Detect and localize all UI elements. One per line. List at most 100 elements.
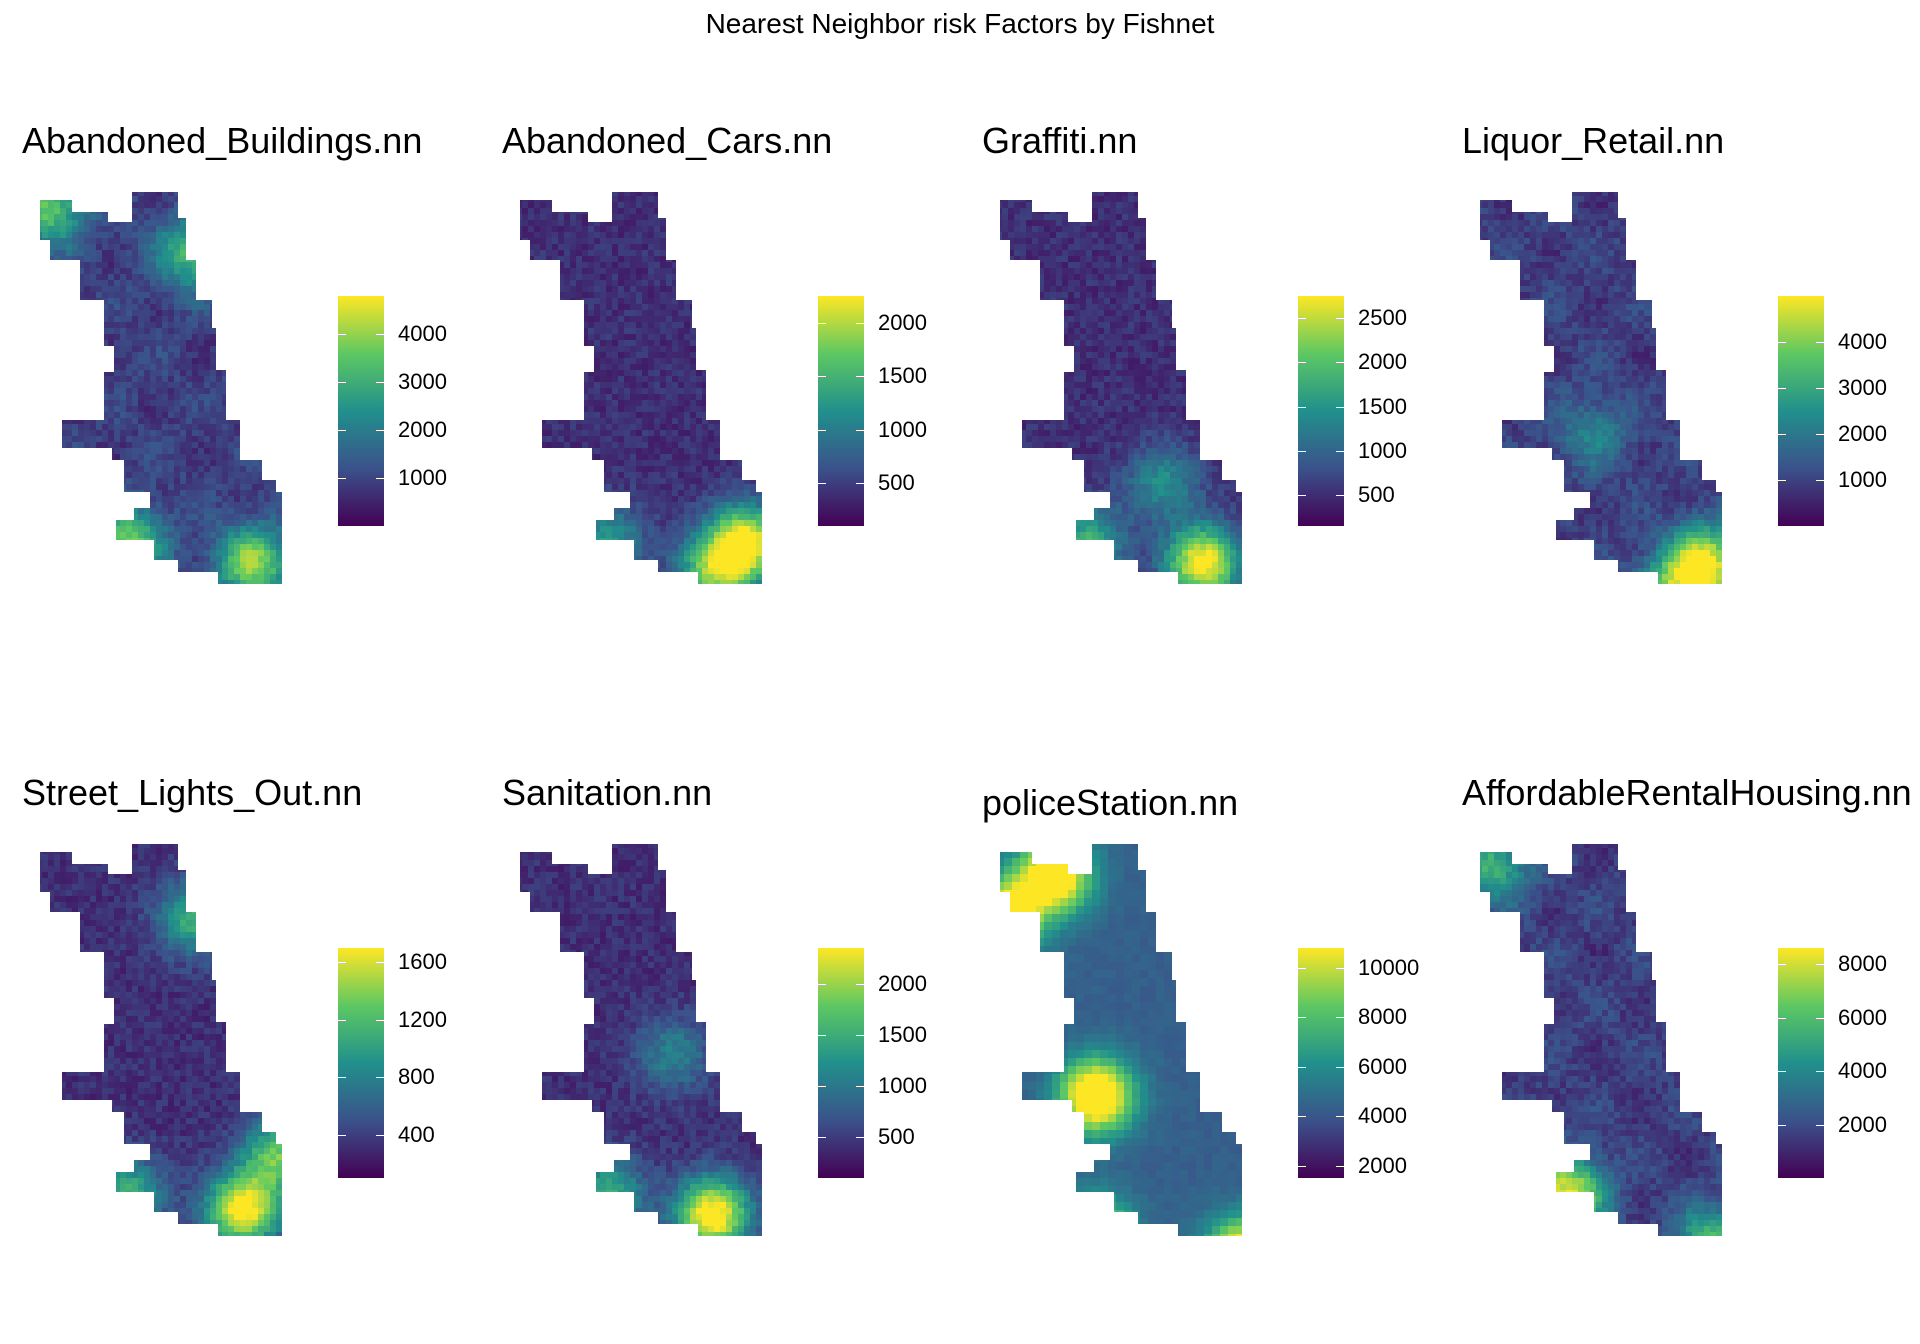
fishnet-map xyxy=(520,844,762,1236)
colorbar-tick xyxy=(1298,450,1306,452)
colorbar-tick xyxy=(1298,406,1306,408)
colorbar-tick xyxy=(1298,362,1306,364)
colorbar-tick xyxy=(1298,967,1306,969)
colorbar-tick-label: 6000 xyxy=(1838,1005,1887,1031)
colorbar-tick xyxy=(1336,967,1344,969)
colorbar-tick xyxy=(1816,342,1824,343)
colorbar-tick-label: 4000 xyxy=(1358,1103,1407,1129)
map-panel: policeStation.nn 2000 4000 6000 8000 10000 xyxy=(960,652,1440,1302)
colorbar-tick xyxy=(818,483,826,485)
colorbar-tick xyxy=(1778,388,1786,389)
panel-title: policeStation.nn xyxy=(982,782,1238,824)
colorbar-tick-label: 2000 xyxy=(1358,349,1407,375)
map-panel: Street_Lights_Out.nn 400 800 1200 1600 xyxy=(0,652,480,1302)
colorbar-tick xyxy=(338,1134,346,1136)
colorbar-tick xyxy=(338,1077,346,1079)
colorbar-tick xyxy=(1336,406,1344,408)
colorbar xyxy=(1778,948,1824,1178)
colorbar-tick xyxy=(1816,480,1824,481)
colorbar-tick xyxy=(856,1086,864,1087)
map-panel: Abandoned_Cars.nn 500 1000 1500 2000 xyxy=(480,0,960,650)
fishnet-map xyxy=(1000,844,1242,1236)
panel-title: Abandoned_Buildings.nn xyxy=(22,120,422,162)
colorbar-tick-label: 1000 xyxy=(1358,438,1407,464)
colorbar-tick xyxy=(338,1019,346,1021)
colorbar-tick-label: 1500 xyxy=(1358,394,1407,420)
fishnet-map xyxy=(520,192,762,584)
colorbar-tick-label: 2000 xyxy=(878,971,927,997)
colorbar-tick xyxy=(1336,495,1344,497)
colorbar-tick-label: 1000 xyxy=(1838,467,1887,493)
colorbar xyxy=(818,948,864,1178)
colorbar-tick xyxy=(1336,1165,1344,1167)
colorbar-tick xyxy=(338,962,346,964)
colorbar xyxy=(338,948,384,1178)
colorbar-tick xyxy=(1816,1124,1824,1126)
colorbar-tick-label: 6000 xyxy=(1358,1054,1407,1080)
colorbar xyxy=(1298,948,1344,1178)
colorbar-tick-label: 500 xyxy=(1358,482,1395,508)
colorbar-tick-label: 400 xyxy=(398,1122,435,1148)
fishnet-map xyxy=(1000,192,1242,584)
colorbar-tick xyxy=(1778,342,1786,343)
panel-title: AffordableRentalHousing.nn xyxy=(1462,772,1912,814)
panel-title: Liquor_Retail.nn xyxy=(1462,120,1724,162)
colorbar-tick-label: 4000 xyxy=(398,321,447,347)
colorbar-tick xyxy=(338,430,346,432)
colorbar-tick-label: 2000 xyxy=(398,417,447,443)
colorbar-tick xyxy=(856,483,864,485)
colorbar-tick-label: 2000 xyxy=(1358,1153,1407,1179)
colorbar-tick xyxy=(1298,1066,1306,1068)
colorbar-tick xyxy=(338,334,346,336)
colorbar-tick xyxy=(1816,964,1824,966)
colorbar-tick xyxy=(1778,964,1786,966)
colorbar-tick xyxy=(1336,1017,1344,1019)
colorbar-tick xyxy=(1298,1165,1306,1167)
colorbar-tick xyxy=(1778,1124,1786,1126)
map-panel: Graffiti.nn 500 1000 1500 2000 2500 xyxy=(960,0,1440,650)
colorbar-tick xyxy=(818,1086,826,1087)
colorbar-tick xyxy=(1336,1116,1344,1118)
colorbar-tick-label: 1500 xyxy=(878,363,927,389)
colorbar-tick xyxy=(376,382,384,384)
colorbar-tick-label: 3000 xyxy=(398,369,447,395)
colorbar-tick-label: 1500 xyxy=(878,1022,927,1048)
colorbar-tick-label: 2500 xyxy=(1358,305,1407,331)
fishnet-map xyxy=(1480,844,1722,1236)
colorbar-tick xyxy=(818,1137,826,1139)
colorbar-tick xyxy=(818,1034,826,1036)
colorbar-tick xyxy=(1336,450,1344,452)
colorbar-tick-label: 1000 xyxy=(878,1073,927,1099)
colorbar-tick xyxy=(1336,1066,1344,1068)
colorbar-tick xyxy=(1298,318,1306,320)
colorbar-tick xyxy=(818,429,826,431)
colorbar-tick xyxy=(818,983,826,985)
fishnet-map xyxy=(40,844,282,1236)
colorbar-tick xyxy=(856,1137,864,1139)
colorbar-tick-label: 1600 xyxy=(398,949,447,975)
colorbar-tick xyxy=(1816,1071,1824,1073)
colorbar-tick xyxy=(818,322,826,324)
panel-title: Sanitation.nn xyxy=(502,772,712,814)
colorbar-tick xyxy=(1816,1017,1824,1019)
colorbar-tick-label: 4000 xyxy=(1838,329,1887,355)
fishnet-map xyxy=(40,192,282,584)
colorbar-tick xyxy=(376,478,384,480)
colorbar xyxy=(818,296,864,526)
colorbar-tick xyxy=(856,376,864,378)
colorbar-tick xyxy=(338,478,346,480)
colorbar xyxy=(1298,296,1344,526)
fishnet-map xyxy=(1480,192,1722,584)
colorbar-tick xyxy=(1778,434,1786,435)
colorbar xyxy=(338,296,384,526)
colorbar-tick-label: 8000 xyxy=(1838,951,1887,977)
colorbar-tick-label: 3000 xyxy=(1838,375,1887,401)
panel-title: Graffiti.nn xyxy=(982,120,1137,162)
colorbar-tick-label: 500 xyxy=(878,470,915,496)
colorbar xyxy=(1778,296,1824,526)
colorbar-tick-label: 10000 xyxy=(1358,955,1419,981)
colorbar-tick-label: 4000 xyxy=(1838,1058,1887,1084)
map-panel: Liquor_Retail.nn 1000 2000 3000 4000 xyxy=(1440,0,1920,650)
colorbar-tick xyxy=(856,1034,864,1036)
colorbar-tick-label: 8000 xyxy=(1358,1004,1407,1030)
